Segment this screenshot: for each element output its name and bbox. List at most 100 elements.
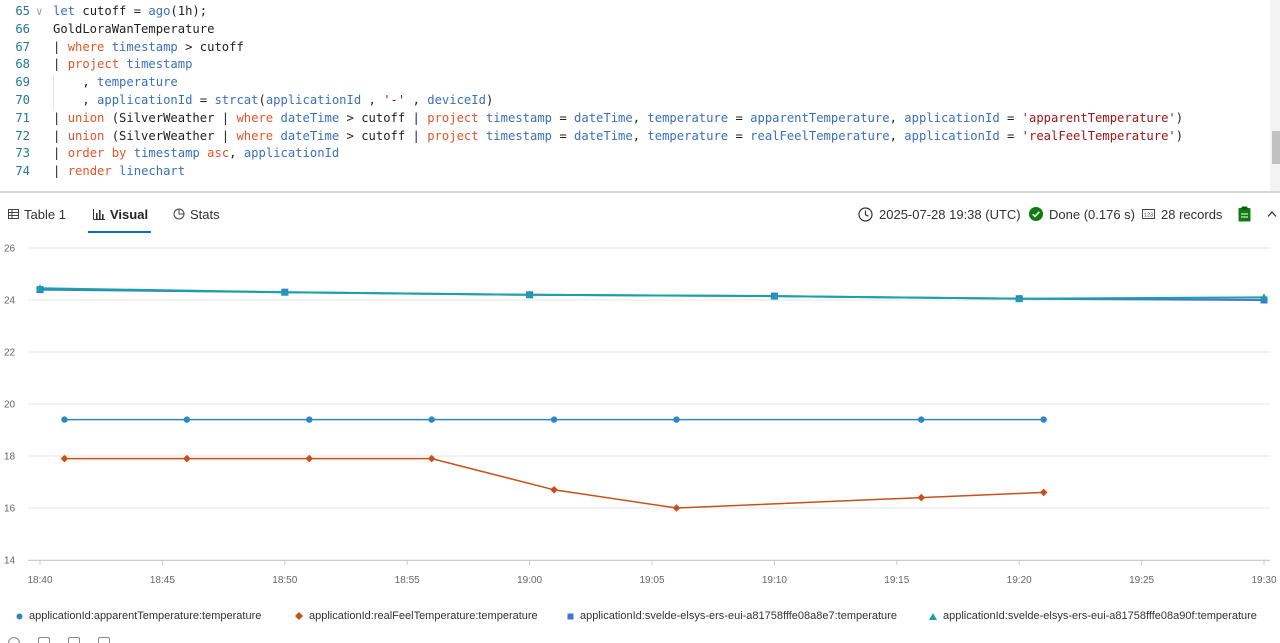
code-line[interactable]: 68 | project timestamp: [0, 56, 1270, 74]
line-number: 67: [15, 39, 30, 54]
x-tick-label: 19:25: [1129, 575, 1154, 586]
series-line: [39, 287, 1265, 300]
y-tick-label: 18: [4, 452, 16, 463]
editor-results-splitter[interactable]: [0, 191, 1280, 193]
query-editor[interactable]: 65 ∨ let cutoff = ago(1h); 66 GoldLoraWanTem…: [0, 0, 1280, 192]
query-timestamp: 2025-07-28 19:38 (UTC): [858, 194, 1021, 234]
editor-scrollbar-thumb[interactable]: [1272, 131, 1280, 164]
x-tick-label: 18:50: [272, 575, 297, 586]
line-number: 69: [15, 75, 30, 90]
chart-tools: [0, 634, 1280, 643]
active-tab-indicator: [88, 231, 151, 233]
y-tick-label: 16: [4, 504, 16, 515]
records-icon: 123: [1142, 209, 1155, 219]
svg-text:123: 123: [1144, 213, 1153, 219]
y-tick-label: 22: [4, 348, 16, 359]
tab-label: Stats: [190, 206, 220, 222]
chart-icon: [93, 208, 105, 220]
data-point: [60, 454, 69, 463]
chart-canvas[interactable]: 14 16 18 20 22 24 26 18:40 18:45 18:50 18:55 19:00 1…: [0, 236, 1280, 596]
zoom-icon[interactable]: [8, 637, 20, 643]
code-line[interactable]: 65 ∨ let cutoff = ago(1h);: [0, 3, 1270, 21]
code-text: , applicationId = strcat(applicationId ,…: [53, 93, 494, 107]
code-line[interactable]: 69 , temperature: [0, 74, 1270, 92]
status-text: Done (0.176 s): [1049, 206, 1135, 222]
code-line[interactable]: 72 | union (SilverWeather | where dateTim…: [0, 128, 1270, 146]
x-tick-label: 19:15: [884, 575, 909, 586]
chart-legend: applicationId:apparentTemperature:temper…: [0, 604, 1280, 628]
y-tick-label: 20: [4, 400, 16, 411]
code-line[interactable]: 67 | where timestamp > cutoff: [0, 39, 1270, 57]
legend-triangle-marker-icon: [929, 612, 937, 620]
code-line[interactable]: 74 | render linechart: [0, 163, 1270, 181]
data-point: [427, 454, 436, 463]
code-text: | union (SilverWeather | where dateTime …: [53, 128, 1184, 143]
line-chart[interactable]: 14 16 18 20 22 24 26 18:40 18:45 18:50 18:55 19:00 1…: [0, 236, 1280, 596]
code-text: | render linechart: [53, 164, 186, 179]
code-text: let cutoff = ago(1h);: [53, 4, 208, 18]
code-text: | order by timestamp asc, applicationId: [53, 146, 340, 161]
line-number: 74: [15, 164, 30, 179]
line-number: 66: [15, 21, 30, 36]
timestamp-text: 2025-07-28 19:38 (UTC): [879, 206, 1021, 222]
tab-table-1[interactable]: Table 1: [8, 194, 66, 234]
pan-icon[interactable]: [68, 637, 80, 643]
y-tick-label: 14: [4, 556, 16, 567]
line-number: 71: [15, 110, 30, 125]
tab-label: Table 1: [24, 206, 66, 222]
tab-label: Visual: [110, 206, 149, 222]
legend-item[interactable]: applicationId:svelde-elsys-ers-eui-a8175…: [929, 604, 1257, 628]
line-number: 73: [15, 146, 30, 161]
clock-icon: [858, 206, 873, 222]
data-point: [917, 493, 926, 502]
code-text: GoldLoraWanTemperature: [53, 21, 215, 36]
legend-label: applicationId:svelde-elsys-ers-eui-a8175…: [580, 610, 897, 622]
legend-label: applicationId:realFeelTemperature:temper…: [309, 610, 538, 622]
data-point: [305, 454, 314, 463]
x-tick-label: 18:55: [395, 575, 420, 586]
code-text: | project timestamp: [53, 57, 193, 72]
data-point: [183, 454, 191, 463]
y-tick-label: 24: [4, 296, 16, 307]
line-number: 68: [15, 57, 30, 72]
clipboard-icon: [1238, 206, 1251, 222]
code-line[interactable]: 71 | union (SilverWeather | where dateTim…: [0, 110, 1270, 128]
collapse-results-button[interactable]: [1267, 194, 1277, 234]
copy-results-button[interactable]: [1238, 194, 1251, 234]
data-point: [36, 284, 44, 292]
reset-icon[interactable]: [38, 637, 50, 643]
indent-guide: [53, 76, 54, 110]
data-point: [183, 416, 191, 423]
data-point: [550, 486, 558, 494]
data-point: [306, 416, 313, 423]
data-point: [1040, 416, 1047, 423]
legend-item[interactable]: applicationId:realFeelTemperature:temper…: [295, 604, 538, 628]
legend-label: applicationId:apparentTemperature:temper…: [29, 610, 262, 622]
record-count-text: 28 records: [1161, 206, 1223, 222]
data-point: [1015, 294, 1024, 302]
tab-stats[interactable]: Stats: [173, 194, 220, 234]
line-number: 72: [15, 128, 30, 143]
tab-visual[interactable]: Visual: [93, 194, 148, 234]
data-point: [280, 288, 289, 296]
x-tick-label: 19:00: [517, 575, 542, 586]
legend-item[interactable]: applicationId:apparentTemperature:temper…: [16, 604, 261, 628]
legend-diamond-marker-icon: [295, 612, 303, 620]
code-line[interactable]: 70 , applicationId = strcat(applicationI…: [0, 92, 1270, 110]
x-tick-label: 18:45: [150, 575, 175, 586]
data-point: [550, 416, 558, 423]
line-number: 70: [15, 93, 30, 107]
legend-item[interactable]: applicationId:svelde-elsys-ers-eui-a8175…: [567, 604, 897, 628]
legend-label: applicationId:svelde-elsys-ers-eui-a8175…: [943, 610, 1257, 622]
chevron-up-icon: [1267, 211, 1277, 217]
code-line[interactable]: 73 | order by timestamp asc, applicationI…: [0, 145, 1270, 163]
select-icon[interactable]: [98, 637, 110, 643]
x-tick-label: 19:10: [762, 575, 787, 586]
editor-scrollbar[interactable]: [1270, 0, 1280, 192]
x-tick-label: 19:05: [639, 575, 664, 586]
code-text: | where timestamp > cutoff: [53, 39, 244, 54]
series-line: [64, 457, 1044, 509]
fold-chevron-icon[interactable]: ∨: [36, 5, 43, 18]
data-point: [770, 292, 779, 300]
code-line[interactable]: 66 GoldLoraWanTemperature: [0, 21, 1270, 39]
